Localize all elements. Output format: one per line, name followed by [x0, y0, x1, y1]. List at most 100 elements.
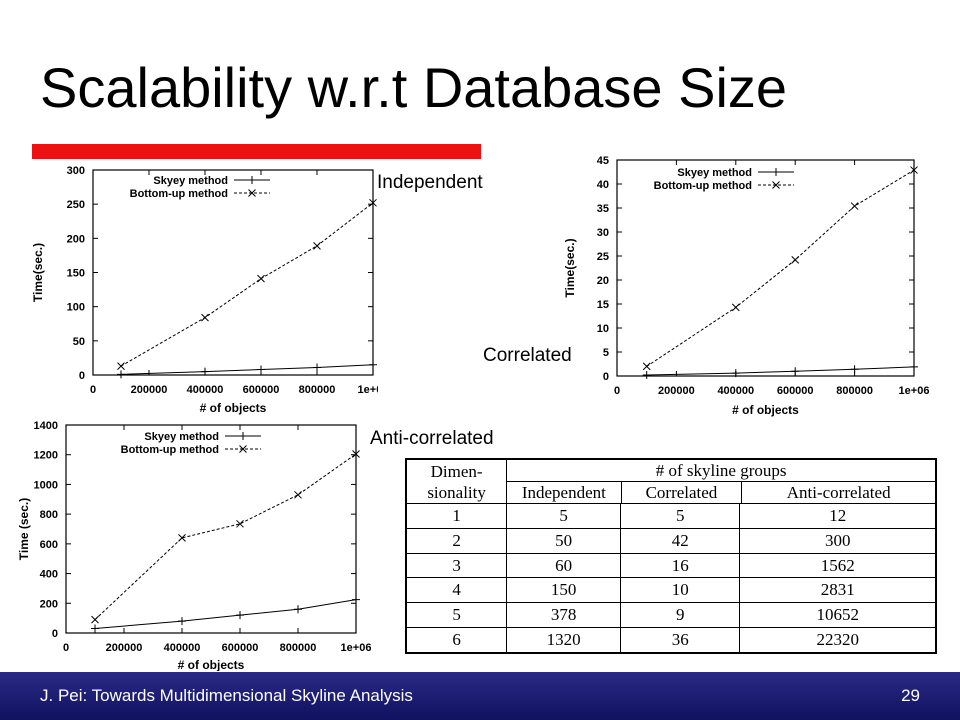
- data-point-skyey: [178, 617, 186, 626]
- y-tick-label: 150: [67, 268, 85, 280]
- table-row: 5 378 9 10652: [405, 602, 937, 629]
- table-row: 2 50 42 300: [405, 527, 937, 554]
- y-tick-label: 20: [597, 275, 609, 287]
- legend-marker: [239, 445, 247, 453]
- footer-text: J. Pei: Towards Multidimensional Skyline…: [40, 686, 413, 705]
- x-axis-label: # of objects: [178, 658, 245, 671]
- y-axis-label: Time(sec.): [563, 238, 577, 297]
- skyline-groups-header-text: # of skyline groups: [655, 461, 787, 480]
- y-tick-label: 50: [73, 336, 85, 348]
- x-tick-label: 1e+06: [358, 384, 378, 396]
- data-point-skyey: [791, 367, 800, 376]
- table-cell: 150: [506, 577, 622, 604]
- table-row: 1 5 5 12: [405, 503, 937, 529]
- series-line-skyey: [94, 599, 357, 630]
- data-point-bottom-up: [313, 241, 321, 250]
- x-tick-label: 0: [90, 384, 96, 396]
- col-header-independent: Independent: [507, 482, 622, 503]
- data-point-bottom-up: [178, 534, 186, 542]
- table-cell: 9: [620, 602, 741, 629]
- data-point-skyey: [910, 362, 918, 371]
- data-point-skyey: [642, 371, 651, 380]
- y-tick-label: 1000: [34, 479, 58, 491]
- data-point-skyey: [369, 360, 377, 369]
- x-tick-label: 600000: [222, 642, 259, 654]
- legend-marker: [248, 176, 256, 184]
- data-point-skyey: [201, 367, 209, 376]
- table-cell: 2: [405, 527, 508, 554]
- series-line-skyey: [646, 366, 915, 376]
- y-tick-label: 35: [597, 203, 609, 215]
- table-cell: 42: [620, 527, 741, 554]
- table-cell: 10: [620, 577, 741, 604]
- chart-anti-correlated: 0 200000 400000 600000 800000 1e+06 0 200 400 600…: [14, 415, 379, 671]
- data-point-bottom-up: [369, 198, 377, 207]
- table-cell: 60: [506, 552, 622, 579]
- y-tick-label: 300: [67, 165, 85, 177]
- data-point-bottom-up: [91, 615, 99, 624]
- table-cell: 1320: [506, 627, 622, 654]
- table-cell: 2831: [739, 577, 937, 604]
- x-tick-label: 200000: [658, 385, 695, 397]
- y-tick-label: 1400: [34, 420, 58, 432]
- data-point-bottom-up: [257, 274, 265, 283]
- x-tick-label: 0: [614, 385, 620, 397]
- title-accent-bar: [32, 144, 481, 159]
- col-header-anti-correlated: Anti-correlated: [786, 483, 891, 502]
- legend-label: Skyey method: [677, 167, 752, 179]
- table-cell: 1: [405, 503, 508, 529]
- y-tick-label: 5: [603, 347, 609, 359]
- y-tick-label: 1200: [34, 450, 58, 462]
- plot-frame: [92, 169, 374, 376]
- table-row: 6 1320 36 22320: [405, 627, 937, 654]
- table-cell: 5: [405, 602, 508, 629]
- plot-frame: [65, 424, 357, 634]
- legend-label: Bottom-up method: [130, 188, 228, 200]
- skyline-groups-subheader: Independent Correlated Anti-correlated: [507, 481, 935, 503]
- chart-independent-svg: 0 200000 400000 600000 800000 1e+06 0 50 100 150 2…: [31, 165, 378, 415]
- table-cell: 5: [506, 503, 622, 529]
- x-tick-label: 400000: [187, 384, 224, 396]
- y-tick-label: 10: [597, 323, 609, 335]
- x-tick-label: 600000: [777, 385, 814, 397]
- x-axis-label: # of objects: [732, 403, 799, 417]
- table-cell: 50: [506, 527, 622, 554]
- skyline-groups-table: Dimen- sionality # of skyline groups Ind…: [405, 458, 937, 654]
- legend-marker: [772, 181, 780, 189]
- x-tick-label: 1e+06: [341, 642, 372, 654]
- table-cell: 12: [739, 503, 937, 529]
- x-tick-label: 200000: [106, 642, 143, 654]
- y-tick-label: 0: [79, 370, 85, 382]
- y-tick-label: 100: [67, 302, 85, 314]
- y-axis-label: Time(sec.): [31, 243, 45, 302]
- series-line-bottom-up: [120, 202, 374, 367]
- series-line-skyey: [120, 364, 374, 375]
- table-cell: 4: [405, 577, 508, 604]
- table-cell: 300: [739, 527, 937, 554]
- table-cell: 1562: [739, 552, 937, 579]
- legend-label: Bottom-up method: [654, 180, 752, 192]
- y-tick-label: 800: [40, 509, 58, 521]
- table-cell: 378: [506, 602, 622, 629]
- chart-label-anti-correlated: Anti-correlated: [370, 428, 494, 449]
- table-cell: 5: [620, 503, 741, 529]
- legend-marker: [248, 189, 256, 197]
- y-tick-label: 15: [597, 299, 609, 311]
- y-tick-label: 0: [52, 628, 58, 640]
- table-body: 1 5 5 12 2 50 42 300 3 60 16 1562 4 150 10 2831 5 378 9 106…: [405, 503, 937, 654]
- data-point-skyey: [313, 363, 321, 372]
- x-tick-label: 1e+06: [899, 385, 930, 397]
- data-point-bottom-up: [731, 303, 740, 312]
- table-row: 3 60 16 1562: [405, 552, 937, 579]
- y-tick-label: 200: [40, 598, 58, 610]
- table-cell: 10652: [739, 602, 937, 629]
- data-point-skyey: [850, 365, 859, 374]
- legend-marker: [239, 432, 247, 440]
- data-point-skyey: [117, 370, 125, 379]
- table-cell: 6: [405, 627, 508, 654]
- page-number: 29: [901, 686, 920, 705]
- y-tick-label: 45: [597, 155, 609, 167]
- data-point-bottom-up: [791, 255, 800, 264]
- legend-marker: [772, 168, 780, 176]
- data-point-skyey: [257, 365, 265, 374]
